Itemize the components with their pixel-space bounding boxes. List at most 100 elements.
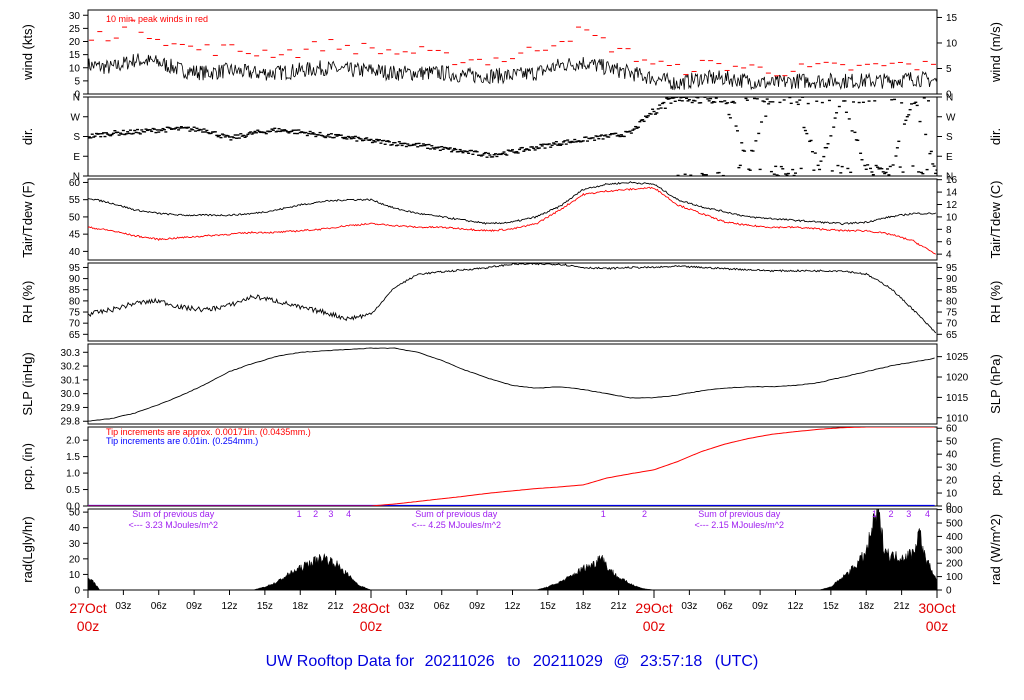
dir-left-axis-label: dir. — [20, 128, 35, 145]
x-hour-tick-label: 15z — [257, 601, 273, 612]
x-day-label: 30Oct — [918, 600, 955, 616]
footer-to: to — [507, 653, 520, 670]
slp-right-axis-label: SLP (hPa) — [988, 354, 1003, 414]
wind-left-tick-label: 5 — [74, 76, 80, 87]
slp-left-axis-label: SLP (inHg) — [20, 352, 35, 415]
pcp-tip-line — [88, 427, 935, 506]
slp-left-tick-label: 30.1 — [61, 375, 81, 386]
temp-right-tick-label: 8 — [946, 225, 952, 236]
wind-right-tick-label: 10 — [946, 38, 958, 49]
dew-point-line — [88, 186, 937, 255]
dir-left-tick-label: W — [71, 112, 81, 123]
rh-series-line — [88, 263, 937, 334]
rh-right-tick-label: 65 — [946, 330, 958, 341]
rad-plot-area — [88, 509, 937, 590]
rad-right-tick-label: 0 — [946, 586, 952, 597]
rad-hour-marker: 4 — [346, 509, 351, 519]
rad-hour-marker: 2 — [313, 509, 318, 519]
footer-end: 20211029 — [533, 653, 603, 670]
footer-title: UW Rooftop Data for 20211026 to 20211029… — [266, 653, 759, 670]
footer-at: @ — [613, 653, 629, 670]
slp-frame — [87, 343, 938, 425]
x-hour-tick-label: 12z — [221, 601, 237, 612]
rad-left-tick-label: 20 — [69, 554, 81, 565]
rad-day-note-title: Sum of previous day — [415, 509, 498, 519]
x-hour-tick-label: 03z — [398, 601, 414, 612]
pcp-left-tick-label: 2.0 — [66, 436, 80, 447]
pcp-left-tick-label: 1.5 — [66, 452, 80, 463]
wind-peak-note: 10 min. peak winds in red — [106, 14, 208, 24]
x-hour-tick-label: 09z — [186, 601, 202, 612]
rh-right-tick-label: 85 — [946, 285, 958, 296]
rad-day-note-title: Sum of previous day — [132, 509, 215, 519]
slp-left-tick-label: 30.2 — [61, 362, 81, 373]
temp-right-tick-label: 10 — [946, 212, 958, 223]
rh-right-tick-label: 95 — [946, 263, 958, 274]
pcp-left-tick-label: 0.5 — [66, 485, 80, 496]
rad-hour-marker: 1 — [297, 509, 302, 519]
dir-right-axis-label: dir. — [988, 128, 1003, 145]
slp-series-line — [88, 347, 935, 422]
dir-left-tick-label: N — [73, 172, 80, 183]
rh-right-axis-label: RH (%) — [988, 281, 1003, 324]
x-hour-tick-label: 09z — [752, 601, 768, 612]
rad-left-tick-label: 30 — [69, 539, 81, 550]
wind-left-tick-label: 20 — [69, 37, 81, 48]
pcp-plot-area — [88, 427, 935, 506]
rad-hour-marker: 2 — [642, 509, 647, 519]
rad-left-tick-label: 0 — [74, 586, 80, 597]
x-hour-tick-label: 18z — [292, 601, 308, 612]
wind-plot-area — [88, 19, 937, 91]
rh-plot-area — [88, 263, 937, 334]
x-day-label: 29Oct — [635, 600, 672, 616]
rh-right-tick-label: 90 — [946, 274, 958, 285]
dir-right-tick-label: W — [946, 112, 956, 123]
temp-left-tick-label: 45 — [69, 230, 81, 241]
x-hour-tick-label: 21z — [328, 601, 344, 612]
footer-prefix: UW Rooftop Data for — [266, 653, 415, 670]
rad-right-tick-label: 400 — [946, 532, 963, 543]
air-temp-line — [88, 181, 937, 226]
x-hour-tick-label: 06z — [151, 601, 167, 612]
pcp-right-tick-label: 20 — [946, 476, 958, 487]
slp-left-tick-label: 29.9 — [61, 403, 81, 414]
dir-left-tick-label: N — [73, 93, 80, 104]
temp-left-tick-label: 60 — [69, 178, 81, 189]
wind-frame — [87, 9, 938, 95]
rad-hour-marker: 3 — [906, 509, 911, 519]
x-hour-tick-label: 15z — [540, 601, 556, 612]
slp-right-tick-label: 1020 — [946, 373, 969, 384]
x-day-hour-label: 00z — [643, 618, 666, 634]
wind-left-tick-label: 0 — [74, 90, 80, 101]
slp-right-tick-label: 1010 — [946, 413, 969, 424]
slp-plot-area — [88, 347, 935, 422]
rh-frame — [87, 262, 938, 342]
x-day-label: 28Oct — [352, 600, 389, 616]
rad-left-tick-label: 40 — [69, 523, 81, 534]
temp-frame — [87, 178, 938, 261]
wind-panel: 0 5 10 15 20 25 30 0 5 10 15 wind (kts) wind (m/s) 10… — [20, 9, 1003, 101]
dir-left-tick-label: S — [73, 132, 80, 143]
rad-day-note-title: Sum of previous day — [698, 509, 781, 519]
wind-series-line — [88, 53, 937, 91]
dir-left-tick-label: E — [73, 152, 80, 163]
x-hour-tick-label: 06z — [434, 601, 450, 612]
footer-tz: (UTC) — [715, 653, 759, 670]
dir-right-tick-label: N — [946, 93, 953, 104]
rad-hour-marker: 1 — [872, 509, 877, 519]
slp-left-tick-label: 29.8 — [61, 417, 81, 428]
slp-left-tick-label: 30.3 — [61, 348, 81, 359]
wind-left-tick-label: 25 — [69, 24, 81, 35]
x-hour-tick-label: 18z — [575, 601, 591, 612]
rad-hour-marker: 4 — [925, 509, 930, 519]
x-hour-tick-label: 03z — [681, 601, 697, 612]
pcp-right-axis-label: pcp. (mm) — [988, 437, 1003, 496]
rh-left-tick-label: 80 — [69, 296, 81, 307]
rad-right-axis-label: rad (W/m^2) — [988, 514, 1003, 585]
slp-right-tick-label: 1015 — [946, 393, 969, 404]
rh-left-tick-label: 75 — [69, 308, 81, 319]
x-hour-tick-label: 03z — [115, 601, 131, 612]
